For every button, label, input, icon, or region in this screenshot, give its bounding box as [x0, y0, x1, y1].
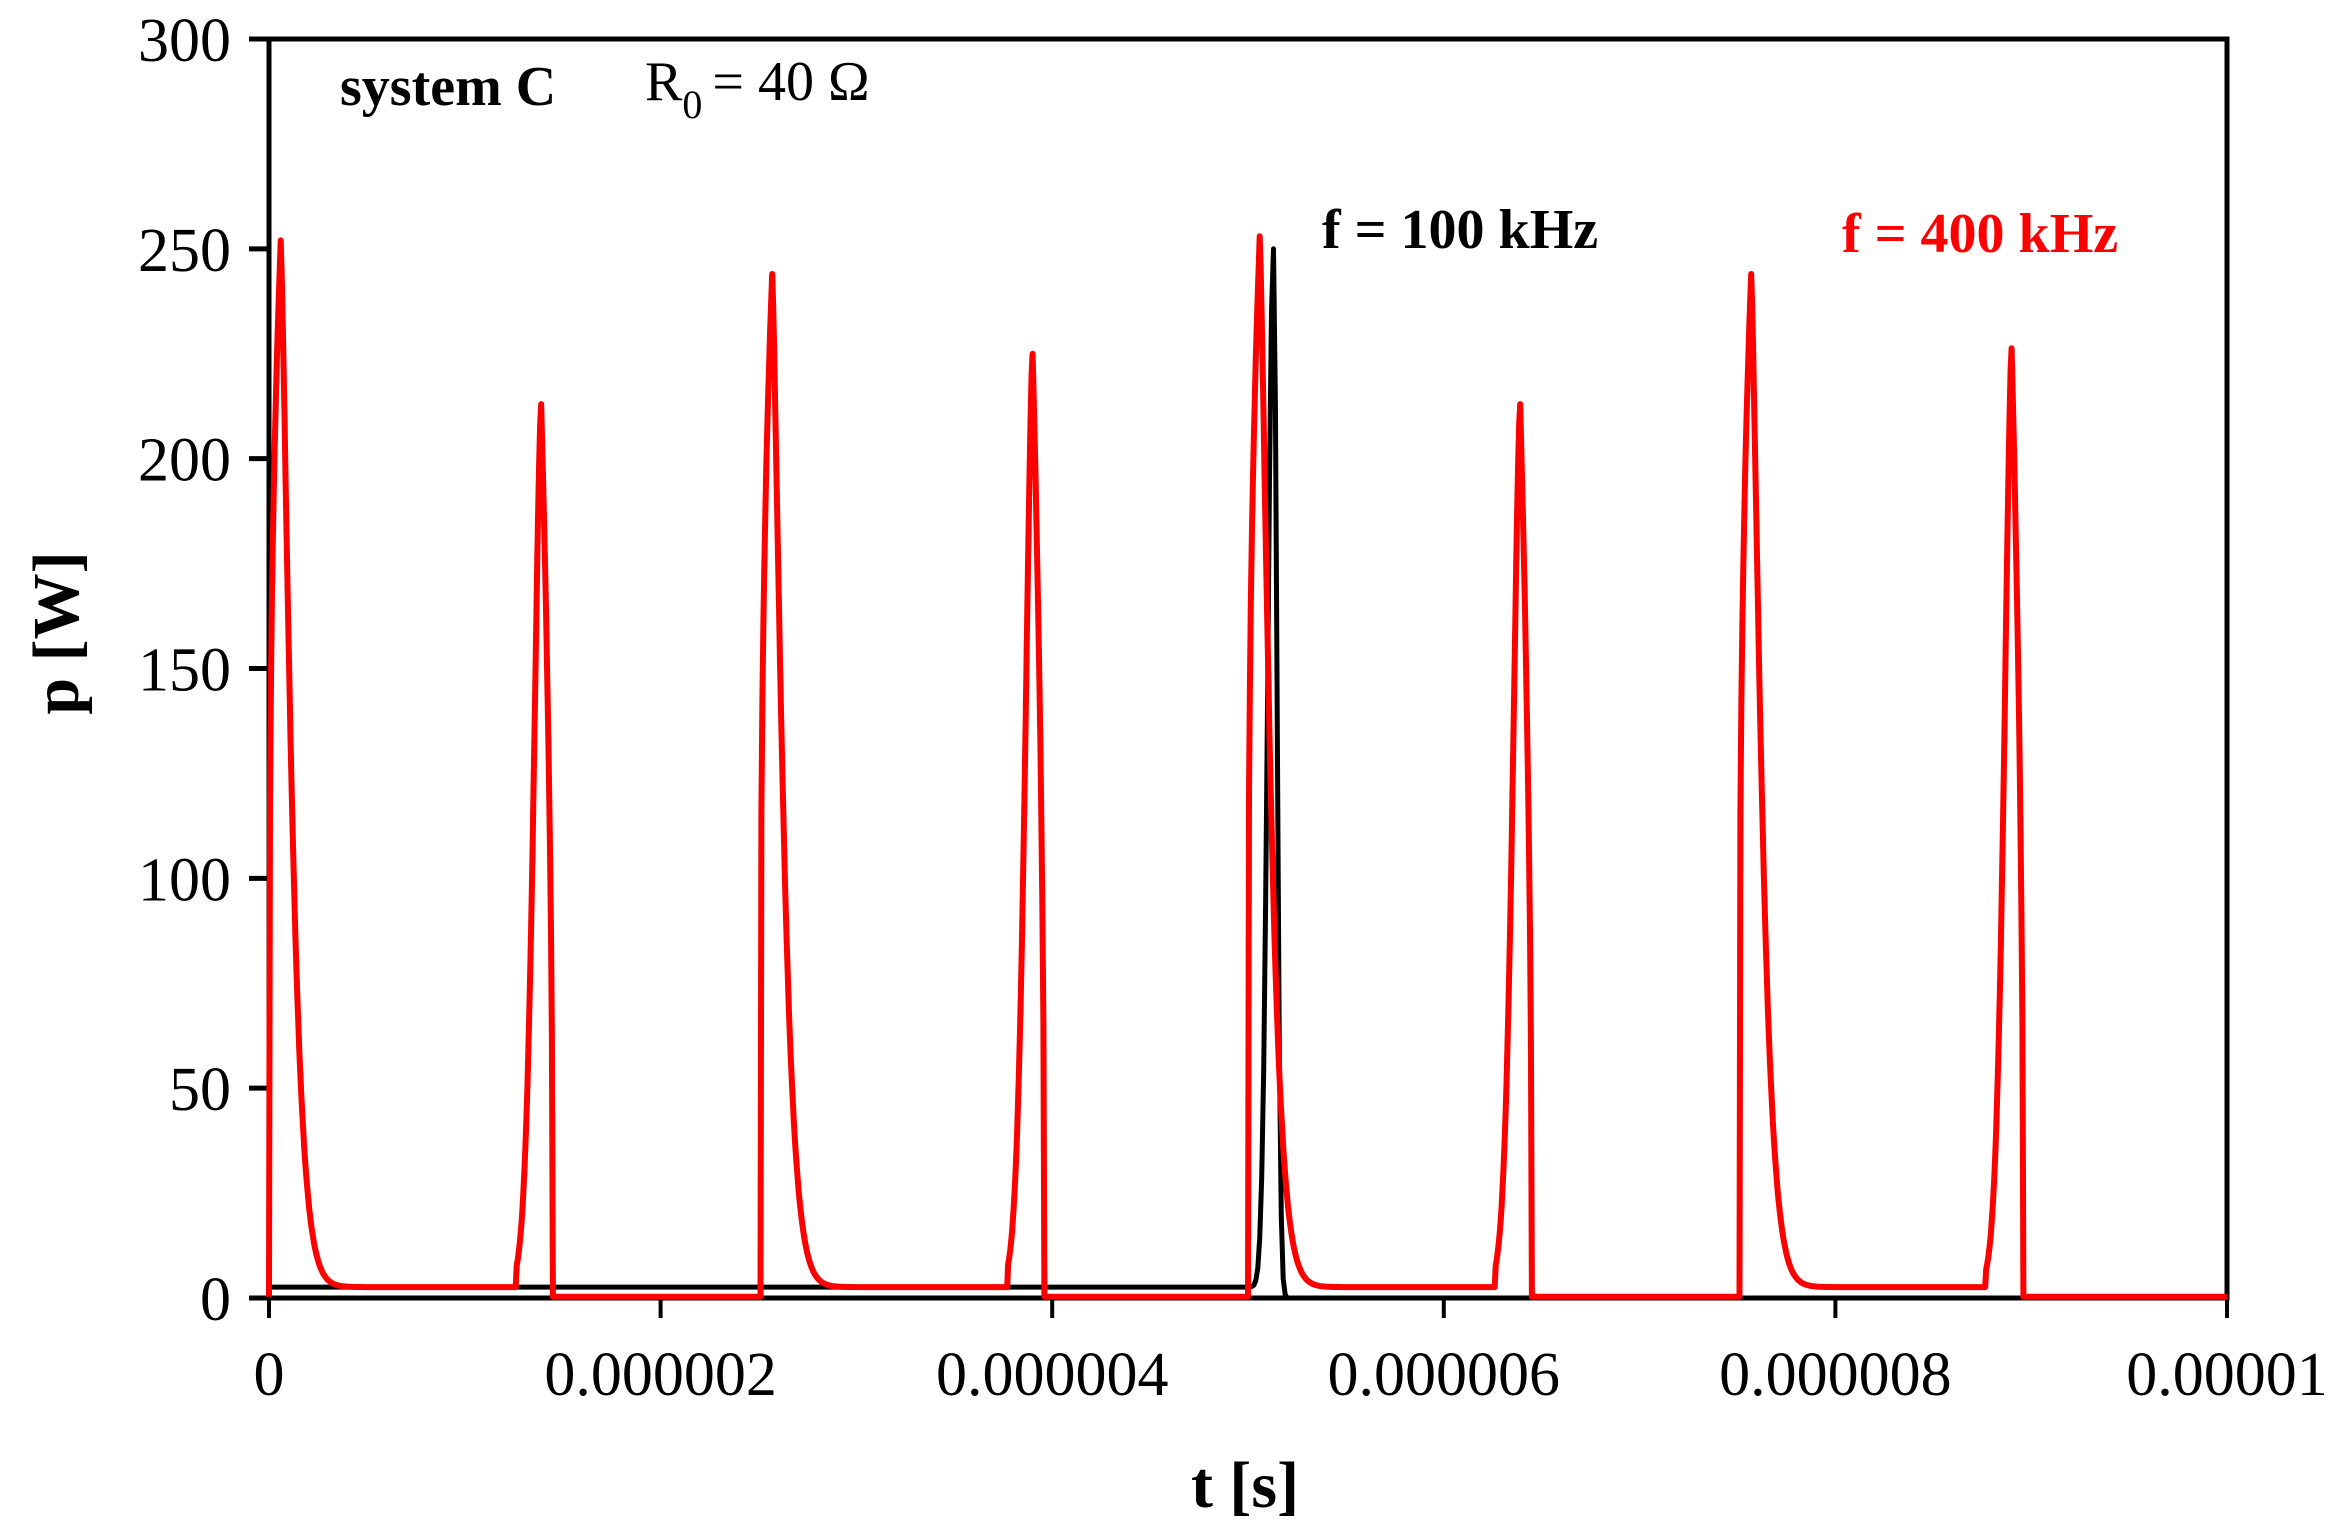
x-axis-ticks: 0 0.000002 0.000004 0.000006 0.000008 0.00001: [254, 1298, 2328, 1409]
y-tick-label: 300: [138, 7, 231, 75]
series-line-400khz: [266, 233, 2229, 1300]
y-tick-label: 150: [138, 637, 231, 705]
x-tick-label: 0.000008: [1719, 1341, 1952, 1409]
resistance-subscript: 0: [682, 82, 702, 127]
y-tick-label: 200: [138, 427, 231, 495]
x-tick-label: 0.000002: [544, 1341, 777, 1409]
x-tick-label: 0.000004: [936, 1341, 1169, 1409]
y-tick-label: 50: [169, 1056, 231, 1124]
x-tick-label: 0.000006: [1328, 1341, 1561, 1409]
y-tick-label: 100: [138, 846, 231, 914]
y-axis-title: p [W]: [20, 551, 93, 714]
series-layer: [266, 233, 2229, 1301]
y-tick-label: 0: [200, 1266, 231, 1334]
legend-label-400khz: f = 400 kHz: [1842, 203, 2118, 265]
x-axis-title: t [s]: [1191, 1449, 1299, 1522]
resistance-symbol: R: [645, 51, 683, 113]
x-tick-label: 0: [254, 1341, 285, 1409]
y-axis-ticks: 0 50 100 150 200 250 300: [138, 7, 269, 1334]
y-tick-label: 250: [138, 217, 231, 285]
resistance-value: = 40 Ω: [712, 51, 869, 113]
resistance-label: R0 = 40 Ω: [645, 51, 870, 127]
legend-label-100khz: f = 100 kHz: [1322, 199, 1598, 261]
x-tick-label: 0.00001: [2126, 1341, 2328, 1409]
system-label: system C: [340, 56, 556, 118]
